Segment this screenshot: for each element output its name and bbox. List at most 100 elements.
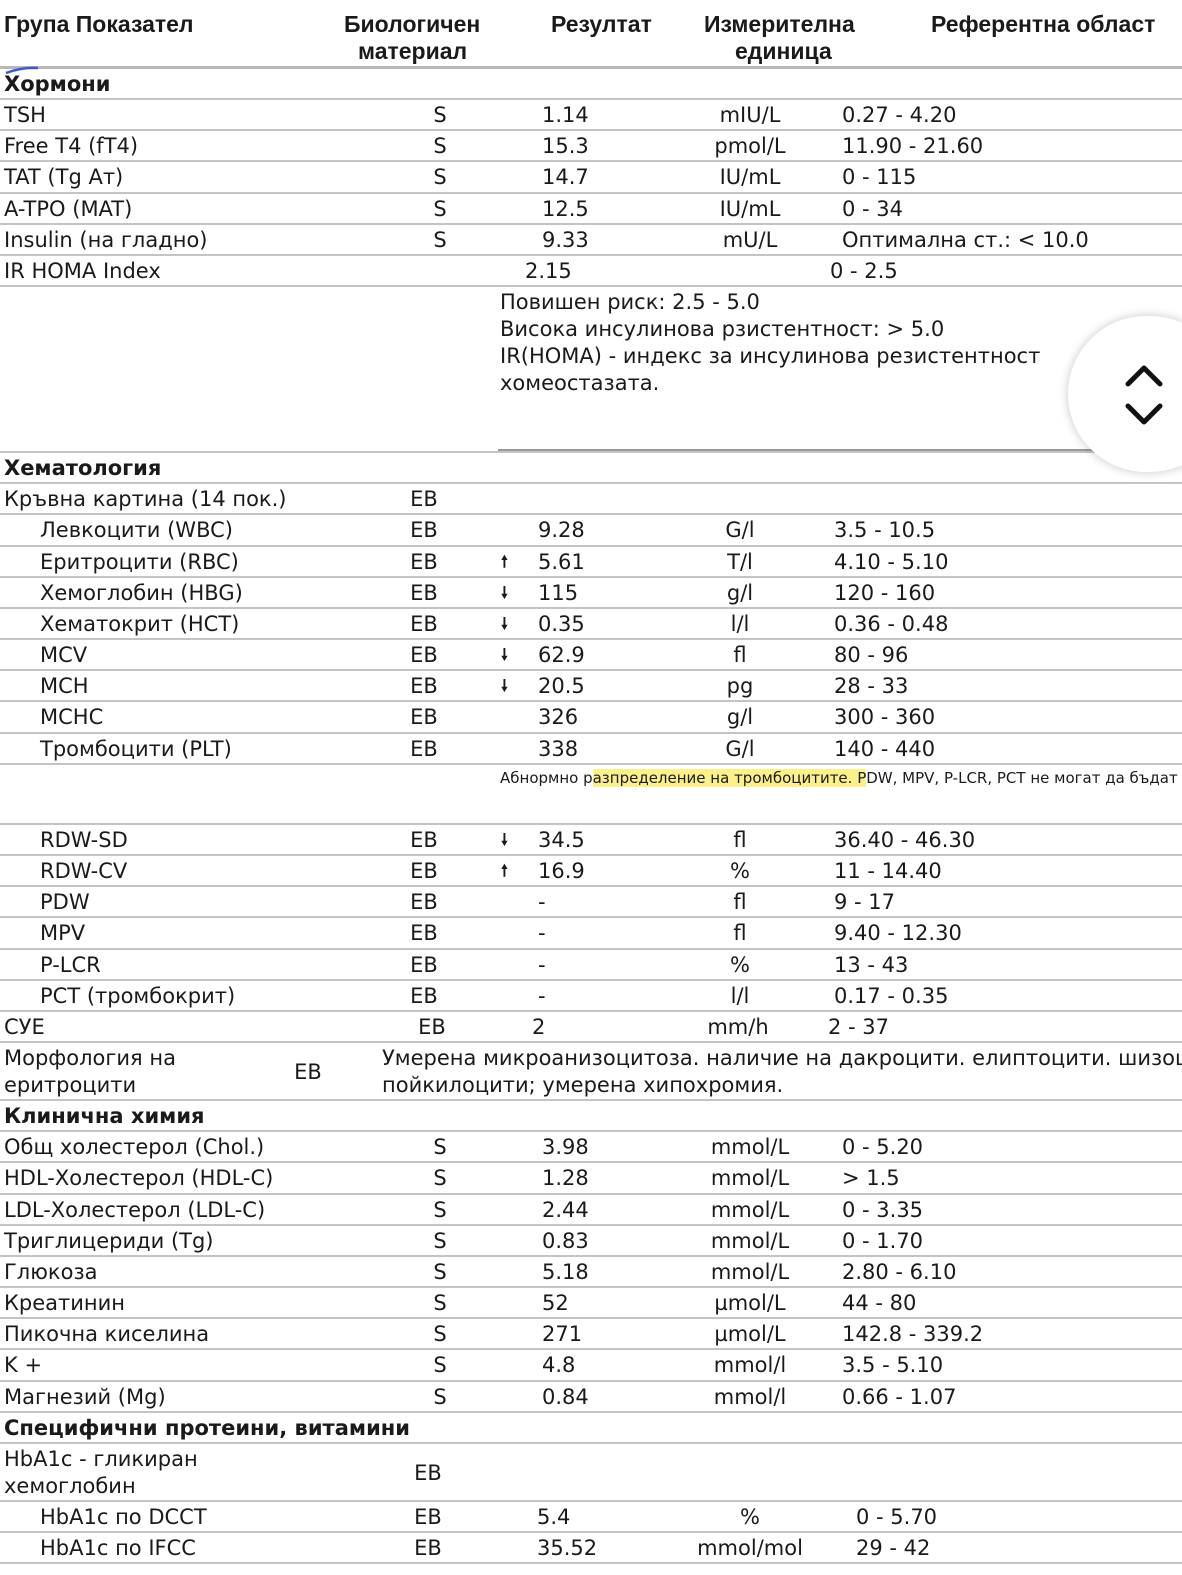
arrow-down-icon: 🠗 — [501, 829, 508, 849]
section-title: Хематология — [4, 456, 162, 481]
material: S — [433, 227, 447, 252]
unit: mmol/mol — [697, 1536, 803, 1560]
pen-mark-icon — [5, 66, 39, 74]
result-value: 326 — [538, 705, 579, 730]
reference-range: > 1.5 — [842, 1166, 900, 1191]
material: ЕВ — [414, 1536, 442, 1560]
unit: mmol/l — [713, 1353, 787, 1378]
result-value: 4.8 — [542, 1353, 576, 1378]
test-name: СУЕ — [4, 1014, 45, 1039]
result-value: 0.35 — [538, 611, 585, 636]
test-name: Тромбоцити (PLT) — [40, 736, 232, 761]
reference-range: 2 - 37 — [828, 1014, 890, 1039]
reference-range: 0 - 115 — [842, 165, 917, 190]
result-value: 271 — [542, 1322, 583, 1347]
results-table: Хормони TSH S 1.14 mIU/L 0.27 - 4.20 Free T4 (… — [0, 69, 1182, 1565]
reference-range: 4.10 - 5.10 — [834, 549, 949, 574]
test-name: Insulin (на гладно) — [4, 227, 208, 252]
material: S — [433, 196, 447, 221]
material: ЕВ — [410, 736, 438, 761]
reference-range: 29 - 42 — [856, 1536, 931, 1560]
reference-range: 0 - 1.70 — [842, 1228, 924, 1253]
unit: µmol/L — [714, 1322, 786, 1347]
test-name: HbA1c по DCCT — [40, 1504, 207, 1529]
arrow-up-icon: 🠕 — [501, 551, 508, 571]
unit: % — [740, 1504, 760, 1529]
table-row: Хемоглобин (HBG) ЕВ 🠗 115 g/l 120 - 160 — [0, 578, 1182, 609]
test-name-line: хемоглобин — [4, 1473, 136, 1498]
reference-range: 80 - 96 — [834, 643, 909, 668]
unit: IU/mL — [719, 165, 781, 190]
test-name: LDL-Холестерол (LDL-C) — [4, 1197, 266, 1222]
table-row: Общ холестерол (Chol.) S 3.98 mmol/L 0 - 5.2… — [0, 1132, 1182, 1164]
material: S — [433, 103, 447, 127]
test-name: A-TPO (MAT) — [4, 196, 133, 221]
unit: l/l — [730, 611, 750, 636]
table-row: PCT (тромбокрит) ЕВ - l/l 0.17 - 0.35 — [0, 981, 1182, 1012]
platelet-comment: Абнормно разпределение на тромбоцитите. … — [500, 765, 1178, 791]
header-material-1: Биологичен — [344, 11, 481, 37]
reference-range: 120 - 160 — [834, 580, 936, 605]
reference-range: 28 - 33 — [834, 674, 909, 699]
material: S — [433, 1259, 447, 1284]
material: ЕВ — [410, 983, 438, 1008]
material: S — [433, 1353, 447, 1378]
test-name: MCH — [40, 674, 89, 699]
test-name: Общ холестерол (Chol.) — [4, 1135, 265, 1160]
test-name: Креатинин — [4, 1291, 126, 1316]
comment-text: Абнормно р — [500, 768, 593, 787]
unit: pg — [726, 674, 754, 699]
table-row: Пикочна киселина S 271 µmol/L 142.8 - 339.2 — [0, 1319, 1182, 1351]
section-heading: Хормони — [0, 69, 1182, 100]
result-text: Умерена микроанизоцитоза. наличие на дак… — [382, 1045, 1182, 1099]
table-row: Тромбоцити (PLT) ЕВ 338 G/l 140 - 440 — [0, 734, 1182, 765]
reference-range: 142.8 - 339.2 — [842, 1322, 984, 1347]
result-value: 0.83 — [542, 1228, 589, 1253]
reference-range: 0 - 2.5 — [830, 258, 898, 283]
result-value: 35.52 — [537, 1536, 598, 1560]
reference-range: 44 - 80 — [842, 1291, 917, 1316]
result-value: 52 — [542, 1291, 569, 1316]
result-value: 16.9 — [538, 859, 585, 883]
test-name: Кръвна картина (14 пок.) — [4, 487, 287, 512]
material: S — [433, 1166, 447, 1191]
result-value: 5.61 — [538, 549, 585, 574]
table-row: RDW-SD ЕВ 🠗 34.5 fl 36.40 - 46.30 — [0, 825, 1182, 856]
result-value: - — [538, 983, 546, 1008]
result-value: 2.15 — [525, 258, 572, 283]
scroll-navigation-button[interactable] — [1068, 316, 1182, 472]
comment-text: DW, MPV, P-LCR, PCT не могат да бъдат — [866, 768, 1178, 787]
material: ЕВ — [410, 827, 438, 852]
material: ЕВ — [414, 1504, 442, 1529]
reference-range: 0.66 - 1.07 — [842, 1384, 957, 1409]
unit: % — [730, 952, 750, 977]
table-row: P-LCR ЕВ -% 13 - 43 — [0, 950, 1182, 981]
test-name: MPV — [40, 921, 86, 946]
table-row: Insulin (на гладно) S 9.33 mU/L Оптимална ст… — [0, 225, 1182, 256]
result-value: 20.5 — [538, 674, 585, 699]
result-value: 14.7 — [542, 165, 589, 190]
table-row: A-TPO (MAT) S 12.5 IU/mL 0 - 34 — [0, 194, 1182, 225]
material: ЕВ — [410, 859, 438, 883]
header-result: Резултат — [551, 11, 652, 37]
header-reference: Референтна област — [931, 11, 1156, 37]
table-row: MCH ЕВ 🠗 20.5 pg 28 - 33 — [0, 671, 1182, 703]
material: ЕВ — [410, 487, 438, 512]
table-row: MCHC ЕВ 326 g/l 300 - 360 — [0, 702, 1182, 734]
reference-range: 0 - 5.70 — [856, 1504, 938, 1529]
test-name-line: HbA1c - гликиран — [4, 1446, 198, 1471]
result-value: 9.28 — [538, 518, 585, 543]
table-header: Група Показател Биологичен материал Резу… — [0, 0, 1182, 69]
table-row: Кръвна картина (14 пок.) ЕВ — [0, 484, 1182, 516]
test-name: MCHC — [40, 705, 104, 730]
table-row: Левкоцити (WBC) ЕВ 9.28 G/l 3.5 - 10.5 — [0, 515, 1182, 547]
reference-range: 13 - 43 — [834, 952, 909, 977]
reference-range: 0 - 5.20 — [842, 1135, 924, 1160]
table-row: PDW ЕВ - fl 9 - 17 — [0, 887, 1182, 919]
test-name-line: Морфология на — [4, 1046, 176, 1071]
result-value: 12.5 — [542, 196, 589, 221]
material: ЕВ — [418, 1014, 446, 1039]
unit: IU/mL — [719, 196, 781, 221]
test-name: PCT (тромбокрит) — [40, 983, 236, 1008]
reference-range: 0 - 3.35 — [842, 1197, 924, 1222]
